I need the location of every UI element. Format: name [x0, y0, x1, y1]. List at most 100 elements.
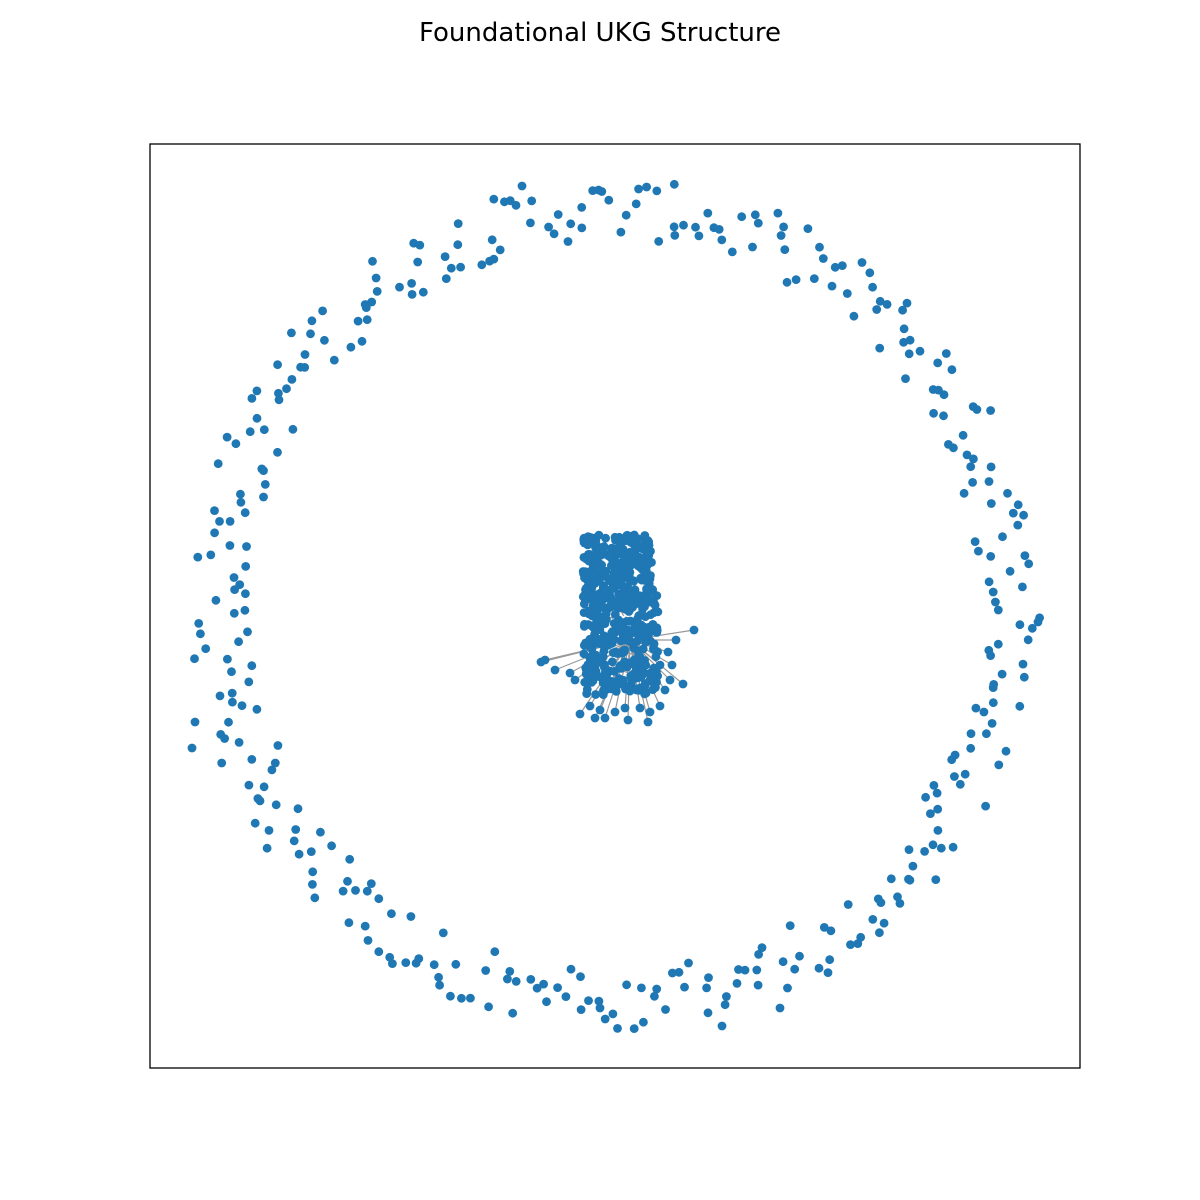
cluster-node [589, 568, 599, 578]
isolated-node [939, 411, 948, 421]
isolated-node [264, 826, 274, 835]
cluster-node [607, 628, 617, 638]
cluster-node [600, 584, 609, 594]
cluster-node [638, 644, 648, 654]
isolated-node [270, 758, 280, 768]
cluster-node [633, 684, 642, 694]
cluster-node [587, 577, 597, 587]
isolated-node [210, 506, 219, 515]
isolated-node [1001, 746, 1011, 756]
cluster-node [601, 533, 610, 543]
isolated-node [481, 966, 491, 975]
isolated-node [225, 541, 235, 550]
cluster-node [622, 583, 631, 593]
isolated-node [668, 968, 677, 978]
isolated-node [754, 950, 763, 959]
cluster-node [630, 585, 640, 595]
cluster-node [601, 566, 611, 576]
isolated-node [734, 965, 743, 974]
cluster-node [655, 660, 665, 670]
isolated-node [294, 849, 304, 859]
cluster-node [648, 620, 658, 629]
isolated-node [652, 186, 662, 196]
cluster-node [671, 635, 681, 645]
isolated-node [702, 983, 711, 993]
isolated-node [629, 1024, 639, 1033]
isolated-node [661, 1005, 670, 1014]
isolated-node [921, 792, 930, 802]
isolated-node [857, 258, 867, 267]
cluster-node [648, 685, 658, 694]
isolated-node [982, 729, 991, 739]
cluster-node [579, 640, 589, 650]
isolated-node [236, 489, 245, 499]
isolated-node [933, 358, 943, 368]
isolated-node [259, 782, 269, 792]
isolated-node [553, 983, 562, 992]
isolated-node [362, 315, 372, 325]
cluster-node [614, 580, 624, 590]
isolated-node [222, 432, 232, 442]
isolated-node [357, 336, 367, 346]
isolated-node [539, 979, 548, 989]
isolated-node [969, 454, 978, 464]
isolated-node [939, 390, 949, 400]
isolated-node [650, 991, 659, 1001]
isolated-node [213, 459, 223, 469]
isolated-node [986, 406, 995, 415]
isolated-node [732, 979, 742, 988]
isolated-node [1019, 510, 1028, 520]
isolated-node [986, 552, 996, 561]
isolated-node [988, 587, 998, 597]
isolated-node [955, 779, 965, 789]
isolated-node [691, 222, 700, 232]
isolated-node [875, 928, 884, 938]
isolated-node [215, 691, 225, 701]
isolated-node [234, 738, 244, 747]
isolated-node [998, 532, 1007, 542]
isolated-node [757, 943, 767, 952]
cluster-node [607, 561, 616, 570]
isolated-node [372, 287, 382, 296]
cluster-node [588, 676, 598, 686]
isolated-node [875, 343, 885, 353]
isolated-node [984, 577, 994, 587]
isolated-node [385, 952, 395, 962]
cluster-node [585, 701, 595, 711]
isolated-node [320, 335, 329, 345]
isolated-node [846, 940, 855, 949]
isolated-node [225, 517, 235, 526]
cluster-node [667, 660, 677, 670]
isolated-node [252, 704, 262, 714]
isolated-node [595, 1003, 605, 1013]
isolated-node [988, 683, 998, 692]
isolated-node [654, 237, 664, 246]
isolated-node [959, 488, 969, 498]
isolated-node [991, 597, 1000, 607]
isolated-node [241, 589, 250, 599]
isolated-node [217, 758, 227, 768]
isolated-node [865, 268, 875, 278]
isolated-node [495, 245, 505, 255]
isolated-node [703, 1008, 713, 1018]
isolated-node [407, 279, 416, 288]
isolated-node [271, 800, 281, 810]
isolated-node [1020, 551, 1030, 560]
isolated-node [895, 899, 905, 908]
isolated-node [353, 316, 363, 326]
isolated-node [773, 208, 783, 218]
isolated-node [970, 537, 980, 546]
cluster-node [646, 610, 655, 619]
cluster-node [590, 713, 600, 723]
isolated-node [307, 316, 317, 326]
isolated-node [694, 231, 704, 241]
isolated-node [879, 918, 889, 928]
isolated-node [441, 274, 451, 283]
isolated-node [1013, 520, 1023, 530]
isolated-node [456, 262, 465, 272]
isolated-node [904, 349, 914, 359]
cluster-node [606, 594, 615, 604]
isolated-node [639, 1017, 648, 1027]
isolated-node [306, 329, 315, 339]
